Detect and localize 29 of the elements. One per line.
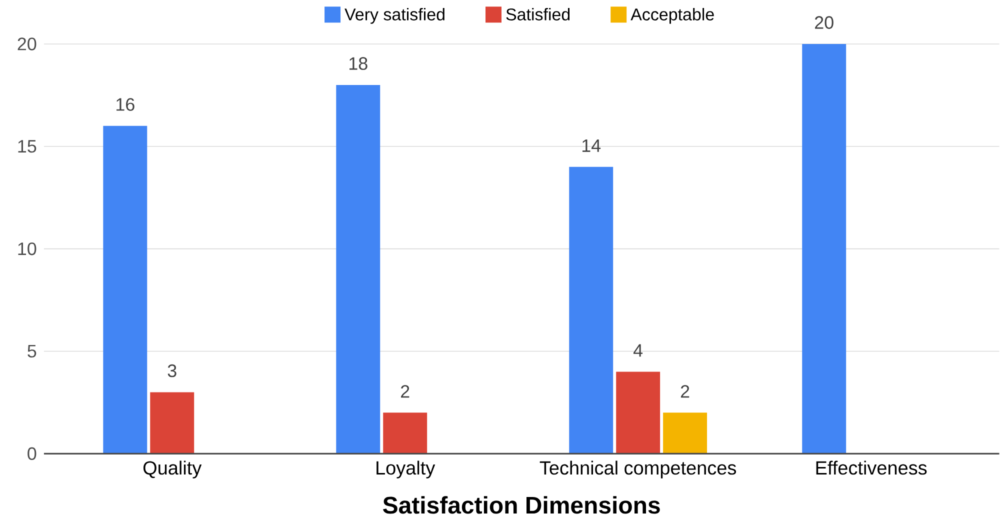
x-tick-label: Effectiveness: [816, 460, 927, 475]
y-tick-label: 15: [18, 140, 36, 153]
data-label: 14: [582, 140, 601, 152]
bar: [150, 392, 194, 454]
data-label: 16: [116, 98, 134, 112]
bar: [383, 412, 428, 454]
x-tick-label: Loyalty: [376, 460, 436, 479]
bar: [663, 412, 708, 454]
data-label: 4: [633, 344, 643, 357]
data-label: 18: [350, 57, 368, 70]
data-label: 2: [401, 385, 410, 398]
data-label: 3: [168, 364, 176, 378]
bar: [103, 126, 148, 454]
y-tick-label: 10: [18, 242, 36, 256]
bar: [336, 85, 380, 454]
bar: [802, 44, 846, 454]
bar: [616, 372, 660, 454]
y-tick-label: 5: [28, 345, 36, 358]
x-tick-label: Technical competences: [540, 460, 736, 479]
data-label: 20: [815, 16, 834, 30]
data-label: 2: [680, 385, 690, 398]
x-axis-title: Satisfaction Dimensions: [383, 496, 660, 514]
y-tick-label: 20: [18, 38, 36, 51]
legend-label: Acceptable: [630, 8, 714, 24]
bar: [569, 167, 614, 454]
y-tick-label: 0: [28, 447, 36, 460]
legend-label: Satisfied: [506, 8, 570, 21]
x-tick-label: Quality: [143, 460, 202, 479]
legend-label: Very satisfied: [344, 8, 444, 24]
